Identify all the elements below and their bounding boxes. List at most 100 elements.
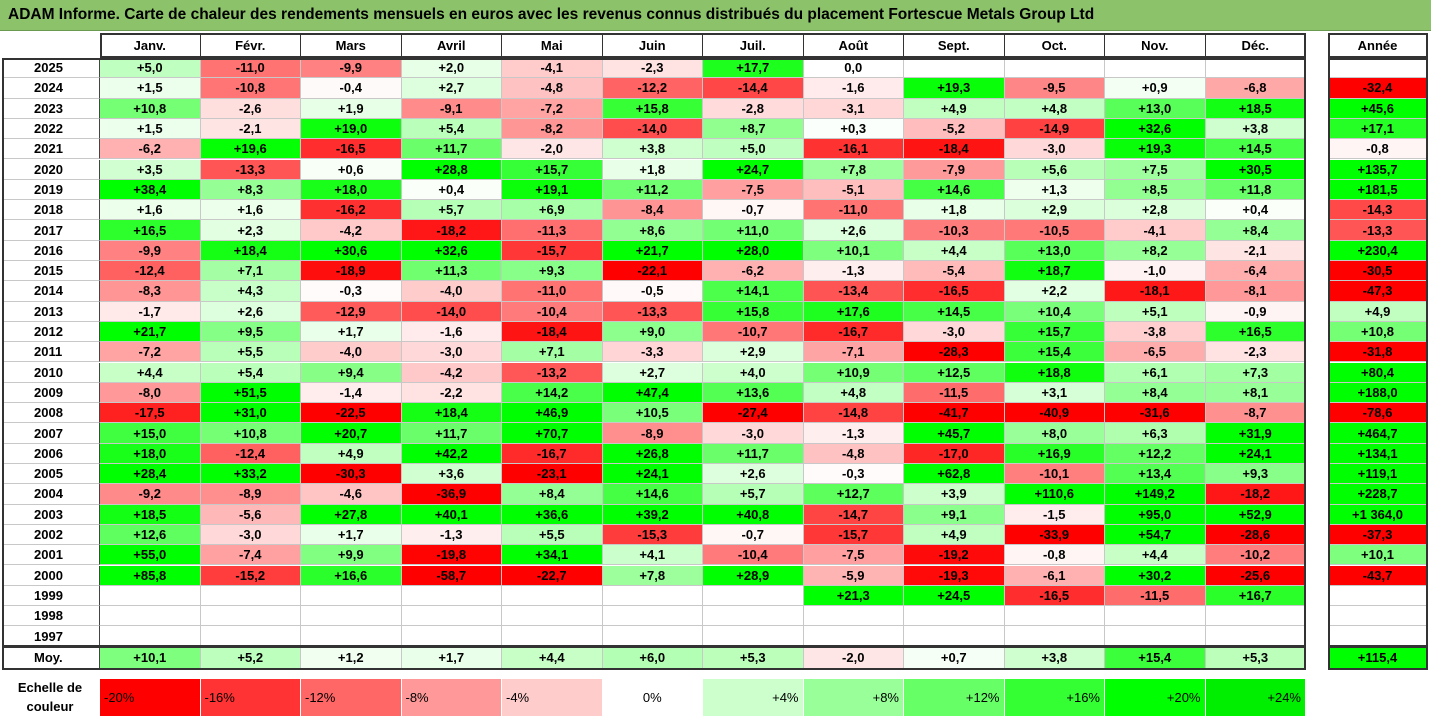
heat-cell	[100, 626, 201, 647]
heat-cell: -15,7	[502, 240, 603, 261]
color-scale-stop: 0%	[602, 679, 703, 716]
heat-cell: +2,3	[200, 220, 301, 241]
annual-cell	[1328, 585, 1428, 607]
heat-cell: -0,3	[803, 464, 904, 485]
heat-cell: +0,9	[1105, 78, 1206, 99]
heat-cell: -27,4	[703, 403, 804, 424]
average-cell: +1,2	[301, 646, 402, 670]
heat-cell: +1,8	[904, 200, 1005, 221]
heat-cell: -18,2	[401, 220, 502, 241]
year-total-header: Année	[1328, 33, 1428, 58]
heat-cell: +51,5	[200, 382, 301, 404]
heat-cell: -3,0	[904, 321, 1005, 343]
heat-cell: -1,7	[100, 301, 201, 322]
heat-cell	[602, 626, 703, 647]
heat-cell: +70,7	[502, 423, 603, 444]
heat-cell: +28,9	[703, 565, 804, 586]
year-label: 2016	[2, 240, 100, 261]
heat-cell: +21,7	[602, 240, 703, 261]
year-label: 2006	[2, 443, 100, 464]
heat-cell: -5,1	[803, 179, 904, 201]
month-header: Févr.	[200, 33, 301, 58]
heat-cell: +2,7	[602, 362, 703, 383]
heat-cell: +10,9	[803, 362, 904, 383]
heat-cell: -11,3	[502, 220, 603, 241]
heat-cell: +7,8	[803, 159, 904, 180]
annual-cell: -32,4	[1328, 78, 1428, 99]
heat-cell: -17,5	[100, 403, 201, 424]
heat-cell: -10,3	[904, 220, 1005, 241]
month-header: Oct.	[1004, 33, 1105, 58]
heat-cell: +28,0	[703, 240, 804, 261]
heat-cell: -14,0	[401, 301, 502, 322]
heat-cell	[301, 585, 402, 607]
month-header: Nov.	[1105, 33, 1206, 58]
annual-cell: +80,4	[1328, 362, 1428, 383]
heat-cell: +12,2	[1105, 443, 1206, 464]
heat-cell: +52,9	[1205, 504, 1306, 525]
heat-cell: +4,1	[602, 545, 703, 566]
heat-cell: -2,2	[401, 382, 502, 404]
heat-cell: +15,8	[602, 98, 703, 119]
heat-cell: -16,5	[301, 139, 402, 160]
heat-cell: -10,4	[703, 545, 804, 566]
heat-cell: +3,9	[904, 484, 1005, 505]
heat-cell	[703, 585, 804, 607]
heat-cell: -10,7	[703, 321, 804, 343]
heat-cell: +9,1	[904, 504, 1005, 525]
heat-cell: -10,2	[1205, 545, 1306, 566]
heat-cell: +8,6	[602, 220, 703, 241]
color-scale-stop: +8%	[803, 679, 904, 716]
heat-cell: -6,4	[1205, 261, 1306, 282]
year-label: 2023	[2, 98, 100, 119]
heat-cell	[1105, 626, 1206, 647]
heat-cell: +31,0	[200, 403, 301, 424]
heat-cell: +18,8	[1004, 362, 1105, 383]
year-label: 2021	[2, 139, 100, 160]
heat-cell: +5,5	[502, 524, 603, 546]
year-label: 1999	[2, 585, 100, 607]
average-cell: +4,4	[502, 646, 603, 670]
heat-cell: +19,6	[200, 139, 301, 160]
heat-cell	[1205, 58, 1306, 79]
heat-cell: +4,9	[904, 524, 1005, 546]
heat-cell: +10,8	[100, 98, 201, 119]
heat-cell: -2,8	[703, 98, 804, 119]
heat-cell: -6,1	[1004, 565, 1105, 586]
heat-cell: +26,8	[602, 443, 703, 464]
year-label: 2025	[2, 58, 100, 79]
annual-cell: -43,7	[1328, 565, 1428, 586]
heat-cell: -41,7	[904, 403, 1005, 424]
heat-cell: -28,3	[904, 342, 1005, 363]
heat-cell: +14,6	[904, 179, 1005, 201]
heat-cell: +8,0	[1004, 423, 1105, 444]
heat-cell	[1205, 606, 1306, 627]
heat-cell: +24,1	[1205, 443, 1306, 464]
heat-cell: -15,3	[602, 524, 703, 546]
heat-cell: +2,6	[703, 464, 804, 485]
heat-cell: +30,2	[1105, 565, 1206, 586]
heat-cell: -0,5	[602, 281, 703, 302]
heat-cell: +3,8	[602, 139, 703, 160]
heat-cell: -7,5	[703, 179, 804, 201]
heat-cell: +9,4	[301, 362, 402, 383]
heat-cell: +5,7	[703, 484, 804, 505]
heat-cell: -16,7	[803, 321, 904, 343]
heat-cell: +47,4	[602, 382, 703, 404]
heat-cell: -7,4	[200, 545, 301, 566]
heat-cell	[904, 58, 1005, 79]
heat-cell: -12,4	[100, 261, 201, 282]
heat-cell: +0,4	[1205, 200, 1306, 221]
color-scale-stop: -16%	[200, 679, 301, 716]
heat-cell: -12,2	[602, 78, 703, 99]
heat-cell: +27,8	[301, 504, 402, 525]
heat-cell: -2,3	[1205, 342, 1306, 363]
annual-cell: +464,7	[1328, 423, 1428, 444]
heat-cell: -4,8	[502, 78, 603, 99]
heat-cell: -16,2	[301, 200, 402, 221]
heat-cell	[200, 585, 301, 607]
heat-cell: -3,8	[1105, 321, 1206, 343]
heat-cell: +15,7	[502, 159, 603, 180]
heat-cell: -3,0	[1004, 139, 1105, 160]
average-cell: -2,0	[803, 646, 904, 670]
